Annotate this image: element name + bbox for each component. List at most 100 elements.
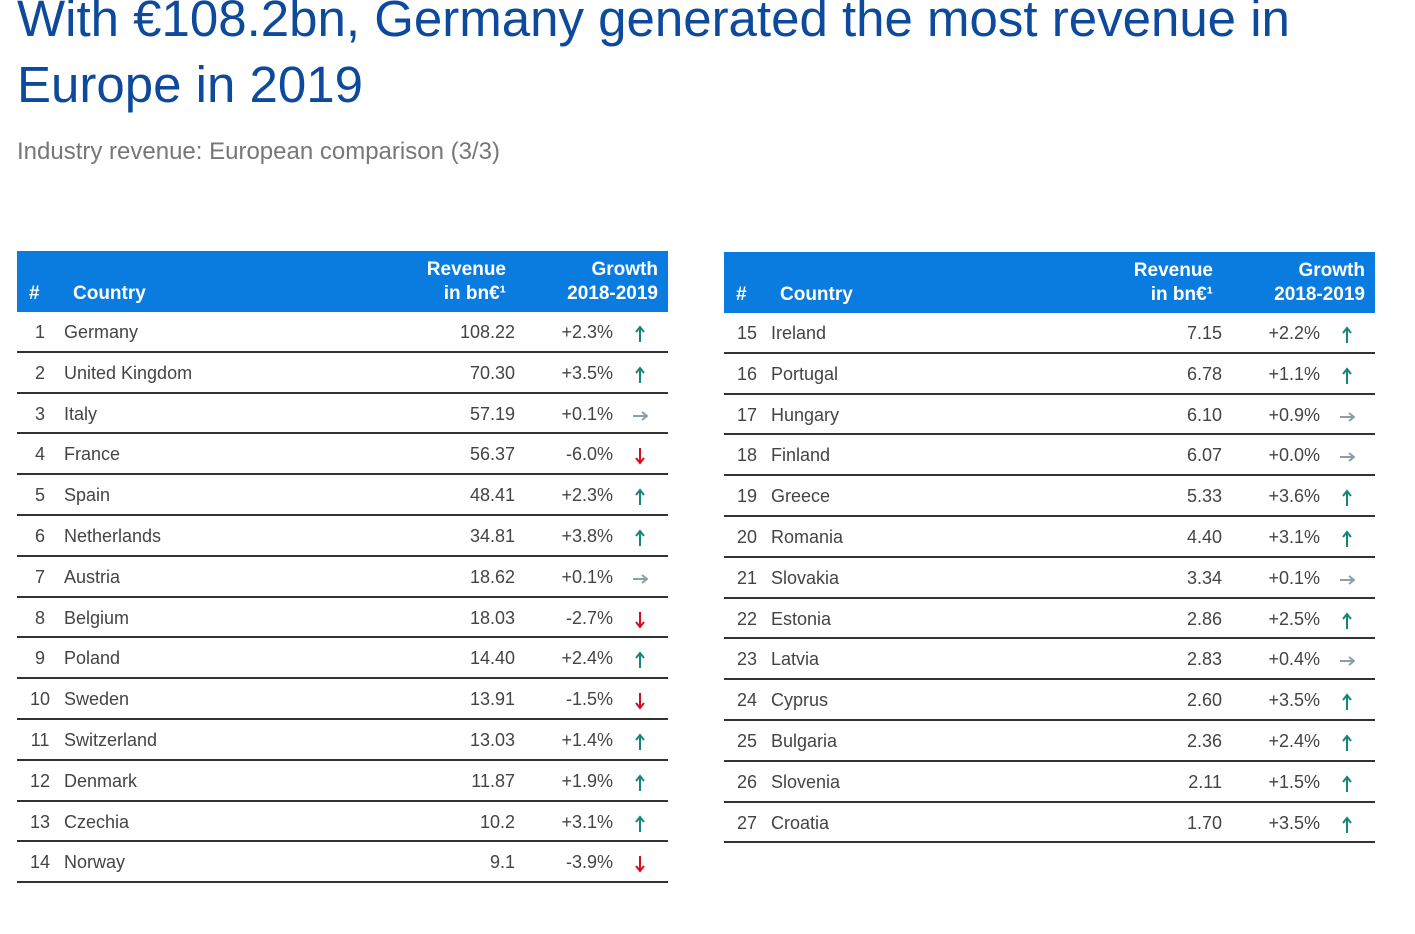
arrow-shape	[633, 574, 648, 584]
arrow-shape	[635, 366, 645, 383]
cell-rank: 8	[34, 607, 45, 628]
cell-rank: 7	[34, 566, 45, 587]
cell-country: Ireland	[771, 323, 827, 343]
trend-arrow	[635, 774, 645, 791]
trend-arrow	[1342, 367, 1352, 384]
cell-rank: 10	[29, 689, 51, 710]
cell-rank: 14	[29, 852, 51, 873]
cell-growth: +1.5%	[1268, 771, 1320, 792]
cell-growth: -6.0%	[565, 444, 613, 465]
cell-rank: 2	[34, 362, 45, 383]
cell-growth: +3.5%	[1268, 690, 1320, 711]
column-header: #	[736, 283, 747, 307]
arrow-shape	[1342, 489, 1352, 507]
cell-growth: +3.5%	[1268, 812, 1320, 833]
cell-rank: 1	[34, 322, 45, 342]
cell-rank: 4	[34, 444, 45, 465]
cell-country: Bulgaria	[771, 731, 838, 751]
cell-country: Switzerland	[64, 730, 158, 750]
cell-rank: 6	[34, 526, 45, 546]
cell-revenue: 48.41	[469, 485, 515, 506]
cell-growth: +3.1%	[561, 811, 613, 832]
trend-arrow	[1342, 775, 1352, 792]
cell-revenue: 2.83	[1186, 649, 1222, 670]
cell-rank: 27	[736, 812, 758, 833]
table-row: 9 Poland 14.40 +2.4%	[17, 638, 668, 680]
cell-country: Greece	[771, 486, 831, 507]
cell-growth: +1.4%	[561, 730, 613, 750]
table-row: 15 Ireland 7.15 +2.2%	[724, 313, 1375, 354]
cell-rank: 11	[30, 730, 50, 750]
trend-arrow	[635, 693, 645, 710]
cell-growth: +2.2%	[1268, 323, 1320, 343]
cell-revenue: 6.10	[1186, 404, 1222, 425]
cell-country: Cyprus	[771, 690, 829, 711]
trend-arrow	[1340, 656, 1355, 667]
cell-rank: 24	[736, 690, 758, 711]
arrow-shape	[635, 733, 645, 750]
cell-revenue: 2.11	[1188, 771, 1222, 792]
cell-rank: 5	[34, 485, 45, 506]
table-row: 6 Netherlands 34.81 +3.8%	[17, 516, 668, 557]
trend-arrow	[635, 733, 645, 750]
arrow-shape	[635, 488, 645, 506]
table-row: 23 Latvia 2.83 +0.4%	[724, 639, 1375, 681]
table-row: 24 Cyprus 2.60 +3.5%	[724, 680, 1375, 721]
column-header-line: Country	[780, 284, 853, 305]
column-header-line: in bn€¹	[1150, 284, 1213, 305]
cell-rank: 16	[736, 363, 758, 384]
cell-country: Poland	[64, 648, 121, 669]
cell-revenue: 56.37	[469, 444, 515, 465]
arrow-shape	[635, 325, 645, 342]
cell-country: Romania	[771, 527, 844, 547]
cell-rank: 3	[34, 403, 45, 424]
table-row: 5 Spain 48.41 +2.3%	[17, 475, 668, 516]
cell-growth: +2.5%	[1268, 608, 1320, 629]
table-row: 3 Italy 57.19 +0.1%	[17, 394, 668, 435]
table-row: 2 United Kingdom 70.30 +3.5%	[17, 353, 668, 394]
cell-growth: +2.4%	[561, 648, 613, 669]
table-row: 7 Austria 18.62 +0.1%	[17, 557, 668, 598]
table-row: 27 Croatia 1.70 +3.5%	[724, 803, 1375, 844]
cell-revenue: 7.15	[1186, 323, 1222, 343]
cell-rank: 26	[736, 771, 758, 792]
cell-revenue: 3.34	[1186, 567, 1222, 588]
table-row: 17 Hungary 6.10 +0.9%	[724, 395, 1375, 436]
table-row: 16 Portugal 6.78 +1.1%	[724, 354, 1375, 395]
column-header-line: 2018-2019	[1274, 284, 1365, 305]
table-row: 22 Estonia 2.86 +2.5%	[724, 599, 1375, 640]
cell-revenue: 5.33	[1186, 486, 1222, 507]
arrow-shape	[1342, 611, 1352, 629]
column-header: #	[29, 282, 40, 306]
cell-country: Spain	[64, 485, 111, 506]
cell-growth: +0.4%	[1268, 649, 1320, 670]
cell-revenue: 13.91	[469, 689, 515, 710]
arrow-shape	[635, 529, 645, 546]
cell-country: Czechia	[64, 811, 130, 832]
trend-arrow	[633, 410, 648, 421]
cell-growth: +2.4%	[1268, 731, 1320, 751]
column-header: Revenue in bn€¹	[427, 258, 506, 306]
column-header-line: #	[29, 283, 40, 304]
cell-revenue: 1.70	[1186, 812, 1222, 833]
cell-revenue: 70.30	[469, 362, 515, 383]
arrow-shape	[1340, 452, 1355, 463]
cell-country: Netherlands	[64, 526, 162, 546]
trend-arrow	[1340, 575, 1355, 585]
column-header-line: #	[736, 284, 747, 305]
trend-arrow	[1342, 326, 1352, 343]
table-row: 13 Czechia 10.2 +3.1%	[17, 802, 668, 843]
cell-revenue: 14.40	[469, 648, 515, 669]
trend-arrow	[635, 611, 645, 629]
trend-arrow	[1342, 815, 1352, 833]
trend-arrow	[635, 814, 645, 832]
cell-country: Latvia	[771, 649, 820, 670]
cell-rank: 19	[736, 486, 758, 507]
cell-country: Belgium	[64, 607, 130, 628]
cell-growth: +3.1%	[1268, 527, 1320, 547]
arrow-shape	[1342, 367, 1352, 384]
cell-rank: 15	[736, 323, 758, 343]
arrow-shape	[635, 651, 645, 669]
trend-arrow	[635, 856, 645, 873]
